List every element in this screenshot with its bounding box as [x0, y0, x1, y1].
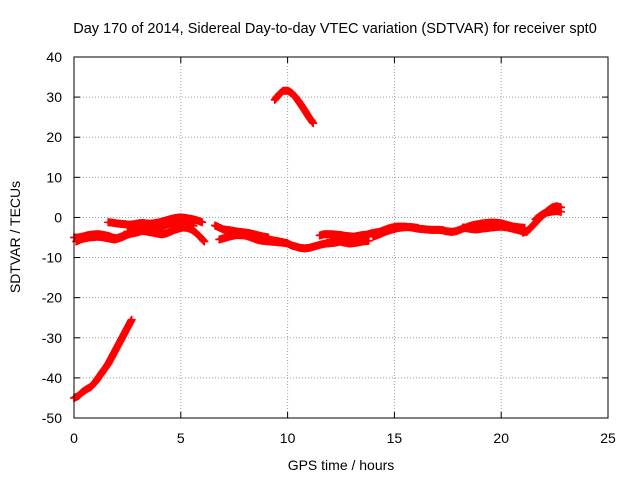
series-arc-9 [219, 225, 273, 242]
grid-lines [74, 57, 608, 418]
data-point [283, 239, 292, 248]
x-tick-label: 0 [70, 430, 78, 446]
x-tick-label: 15 [387, 430, 403, 446]
y-tick-label: 10 [46, 169, 62, 185]
data-point [364, 236, 373, 245]
y-tick-label: -10 [42, 250, 62, 266]
x-tick-label: 10 [280, 430, 296, 446]
chart-title: Day 170 of 2014, Sidereal Day-to-day VTE… [73, 21, 597, 37]
y-tick-label: 30 [46, 89, 62, 105]
data-point [413, 223, 422, 232]
data-point [198, 218, 207, 227]
series-arc-4 [104, 213, 207, 229]
data-series [70, 86, 566, 402]
data-point [264, 233, 273, 242]
data-point [557, 207, 566, 216]
x-axis-tick-labels: 0 5 10 15 20 25 [70, 430, 616, 446]
series-arc-15 [458, 222, 531, 236]
plot-frame [73, 56, 609, 419]
y-tick-label: -20 [42, 290, 62, 306]
data-point [200, 237, 209, 246]
y-tick-label: -50 [42, 410, 62, 426]
data-point [189, 221, 198, 230]
y-tick-label: 40 [46, 49, 62, 65]
y-tick-label: 20 [46, 129, 62, 145]
series-arc-12 [326, 235, 373, 248]
data-point [309, 119, 318, 128]
y-axis-tick-labels: -50 -40 -30 -20 -10 0 10 20 30 40 [42, 49, 62, 426]
data-point [127, 315, 136, 324]
series-arc-13 [369, 223, 422, 241]
y-tick-label: -30 [42, 330, 62, 346]
y-tick-label: 0 [54, 209, 62, 225]
series-arc-6 [134, 218, 198, 234]
x-tick-label: 20 [493, 430, 509, 446]
x-tick-label: 25 [600, 430, 616, 446]
axis-ticks [73, 56, 609, 419]
series-arc-1 [70, 315, 136, 402]
x-tick-label: 5 [177, 430, 185, 446]
y-axis-label: SDTVAR / TECUs [7, 181, 23, 293]
series-arc-17 [531, 207, 566, 224]
y-tick-label: -40 [42, 370, 62, 386]
series-arc-10 [270, 86, 318, 128]
x-axis-label: GPS time / hours [288, 457, 395, 473]
